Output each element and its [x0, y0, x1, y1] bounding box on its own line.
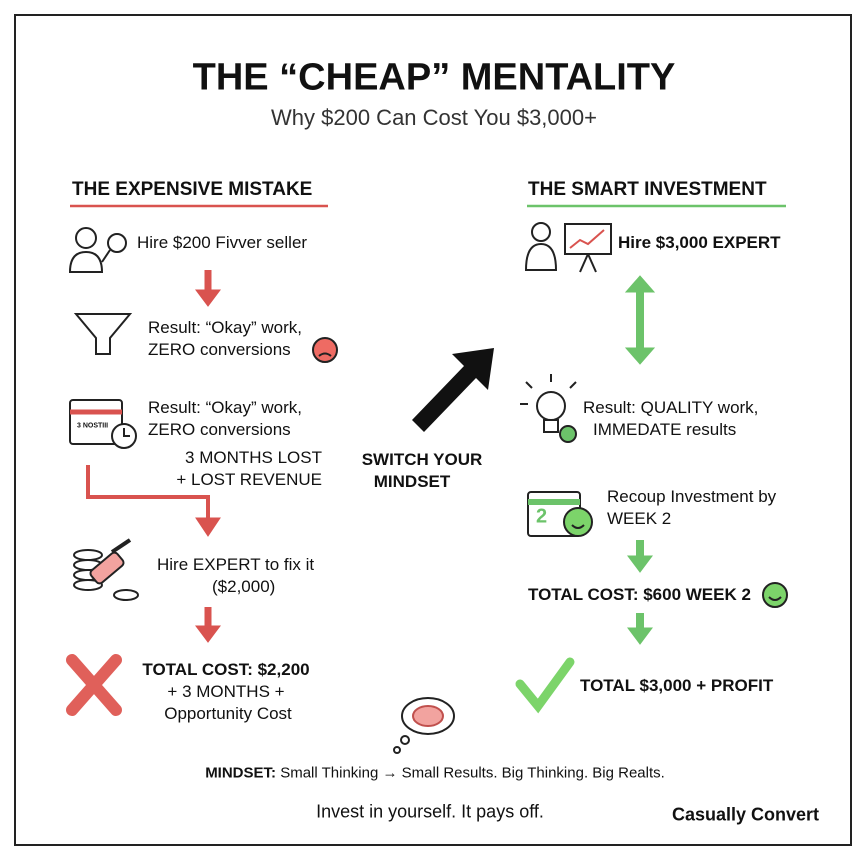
title: THE “CHEAP” MENTALITY	[192, 56, 676, 99]
step-text: Hire EXPERT to fix it	[157, 555, 315, 574]
step-text: ZERO conversions	[148, 340, 291, 359]
green-arrows	[515, 275, 656, 714]
icon-label: 2	[536, 505, 548, 528]
total-text: Opportunity Cost	[164, 704, 292, 723]
step-text: Result: QUALITY work,	[583, 398, 759, 417]
step-text: ($2,000)	[212, 577, 276, 596]
switch-text: SWITCH YOUR	[361, 450, 483, 469]
step-text: Hire $200 Fivver seller	[137, 233, 308, 252]
step-text: Result: “Okay” work,	[148, 318, 302, 337]
step-text: WEEK 2	[607, 509, 672, 528]
left-heading: THE EXPENSIVE MISTAKE	[72, 179, 313, 200]
mindset-label: MINDSET:	[205, 764, 277, 782]
step-text: Hire $3,000 EXPERT	[618, 233, 781, 252]
switch-text: MINDSET	[373, 472, 451, 491]
step-text: IMMEDATE results	[593, 420, 737, 439]
brand: Casually Convert	[672, 804, 820, 825]
step-text: ZERO conversions	[148, 420, 291, 439]
right-heading: THE SMART INVESTMENT	[528, 179, 767, 200]
icon-label: 3 NOSTIII	[77, 422, 109, 430]
total-text: TOTAL $3,000 + PROFIT	[580, 676, 774, 695]
step-text: Recoup Investment by	[607, 487, 777, 506]
step-text: + LOST REVENUE	[176, 470, 322, 489]
mindset-text: Small Thinking → Small Results. Big Thin…	[280, 764, 665, 782]
total-text: TOTAL COST: $2,200	[142, 660, 310, 679]
frame	[14, 14, 852, 846]
tagline: Invest in yourself. It pays off.	[316, 801, 544, 822]
icons	[68, 222, 788, 754]
switch-arrow	[412, 348, 494, 432]
step-text: 3 MONTHS LOST	[185, 448, 322, 467]
total-text: + 3 MONTHS +	[167, 682, 285, 701]
step-text: Result: “Okay” work,	[148, 398, 302, 417]
red-arrows	[66, 270, 221, 716]
subtitle: Why $200 Can Cost You $3,000+	[271, 105, 597, 130]
total-text: TOTAL COST: $600 WEEK 2	[528, 585, 751, 604]
mindset-line: MINDSET: Small Thinking → Small Results.…	[205, 765, 665, 782]
